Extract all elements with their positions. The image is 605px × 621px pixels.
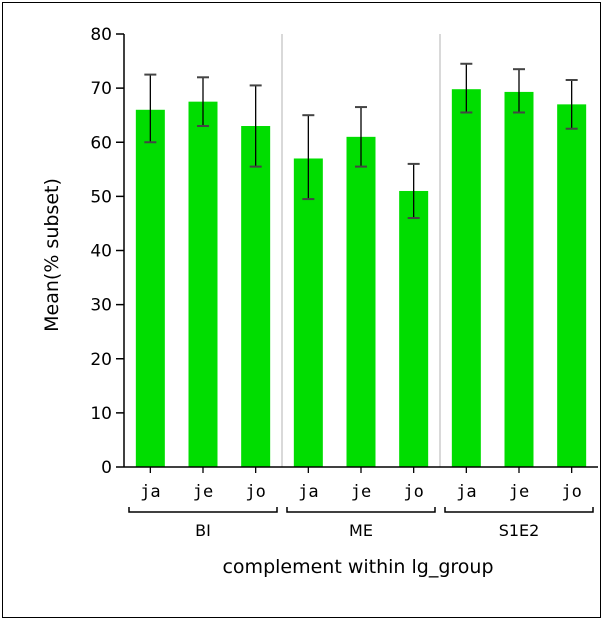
category-label: je	[509, 482, 529, 502]
category-label: je	[193, 482, 213, 502]
error-bars	[144, 62, 578, 220]
category-label: ja	[140, 482, 160, 502]
bar	[451, 89, 481, 468]
category-label: je	[351, 482, 371, 502]
bar	[399, 190, 429, 467]
bars	[135, 89, 587, 468]
category-label: ja	[456, 482, 476, 502]
group-bracket	[444, 507, 594, 513]
category-label: jo	[561, 482, 581, 502]
y-tick-label: 50	[90, 187, 112, 207]
y-tick-label: 10	[90, 404, 112, 424]
group-bracket	[286, 507, 436, 513]
y-tick-label: 40	[90, 242, 112, 262]
category-label: jo	[245, 482, 265, 502]
group-separators	[281, 34, 441, 467]
category-label: jo	[403, 482, 423, 502]
bar	[241, 126, 271, 467]
bar	[293, 158, 323, 468]
group-label: BI	[195, 521, 211, 540]
y-tick-label: 20	[90, 350, 112, 370]
group-bracket	[128, 507, 278, 513]
y-axis-title: Mean(% subset)	[41, 178, 63, 332]
group-label: S1E2	[499, 521, 540, 540]
y-tick-label: 0	[101, 458, 112, 478]
y-tick-label: 30	[90, 296, 112, 316]
bar	[188, 101, 218, 467]
category-label: ja	[298, 482, 318, 502]
bar	[504, 91, 534, 467]
y-tick-label: 80	[90, 25, 112, 45]
group-label: ME	[349, 521, 373, 540]
x-axis: ja je jo BI ja je jo ME ja je jo S1E2	[124, 466, 598, 540]
y-axis: 0 10 20 30 40 50 60 70 80	[90, 25, 125, 478]
bar	[135, 109, 165, 468]
bar	[346, 136, 376, 467]
x-axis-title: complement within lg_group	[222, 556, 493, 578]
y-tick-label: 70	[90, 79, 112, 99]
y-tick-label: 60	[90, 133, 112, 153]
bar	[557, 104, 587, 468]
